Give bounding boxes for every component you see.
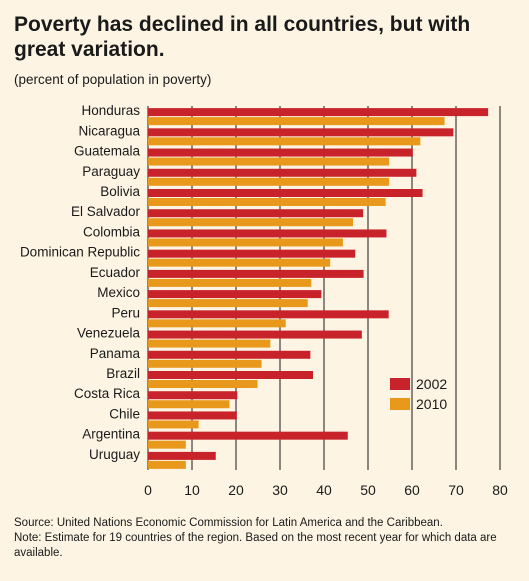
category-label: Paraguay xyxy=(82,164,140,179)
estimate-note: Note: Estimate for 19 countries of the r… xyxy=(14,532,497,559)
category-label: Bolivia xyxy=(100,184,140,199)
chart-subtitle: (percent of population in poverty) xyxy=(14,72,212,87)
bar-2010 xyxy=(148,278,312,287)
category-labels: Honduras Nicaragua Guatemala Paraguay Bolivi… xyxy=(20,103,141,462)
bars xyxy=(148,108,489,469)
bar-2010 xyxy=(148,177,390,186)
bar-2010 xyxy=(148,460,186,469)
bar-2002 xyxy=(148,431,348,440)
x-tick-label: 30 xyxy=(272,482,288,498)
bar-2010 xyxy=(148,258,331,267)
bar-2010 xyxy=(148,117,445,126)
bar-chart: Honduras Nicaragua Guatemala Paraguay Bolivi… xyxy=(20,103,508,498)
x-tick-label: 50 xyxy=(360,482,376,498)
bar-2002 xyxy=(148,290,322,299)
bar-2002 xyxy=(148,310,389,319)
bar-2010 xyxy=(148,238,343,247)
category-label: Dominican Republic xyxy=(20,245,140,260)
bar-2002 xyxy=(148,168,417,177)
bar-2002 xyxy=(148,371,313,379)
bar-2010 xyxy=(148,400,230,409)
x-tick-label: 20 xyxy=(228,482,244,498)
bar-2010 xyxy=(148,440,186,449)
x-tick-label: 60 xyxy=(404,482,420,498)
bar-2010 xyxy=(148,299,308,308)
category-label: Brazil xyxy=(106,366,140,381)
bar-2010 xyxy=(148,380,258,388)
chart-notes: Source: United Nations Economic Commissi… xyxy=(14,516,519,561)
bar-2010 xyxy=(148,157,390,166)
category-label: Mexico xyxy=(97,285,140,300)
bar-2002 xyxy=(148,391,238,400)
legend-swatch-2010 xyxy=(390,398,410,410)
bar-2002 xyxy=(148,108,489,117)
bar-2010 xyxy=(148,339,271,348)
bar-2010 xyxy=(148,218,354,227)
bar-2002 xyxy=(148,350,311,359)
x-tick-label: 80 xyxy=(492,482,508,498)
bar-2002 xyxy=(148,269,364,278)
x-tick-labels: 0 10 20 30 40 50 60 70 80 xyxy=(144,482,508,498)
category-label: Honduras xyxy=(81,103,140,118)
legend-label-2010: 2010 xyxy=(416,396,447,412)
bar-2010 xyxy=(148,198,386,206)
x-tick-label: 70 xyxy=(448,482,464,498)
gridlines xyxy=(147,106,501,470)
legend-swatch-2002 xyxy=(390,378,410,390)
category-label: El Salvador xyxy=(71,204,141,219)
bar-2002 xyxy=(148,209,364,218)
bar-2002 xyxy=(148,411,237,420)
x-tick-label: 10 xyxy=(184,482,200,498)
category-label: Argentina xyxy=(82,427,140,442)
bar-2010 xyxy=(148,359,262,368)
category-label: Chile xyxy=(109,406,140,421)
category-label: Nicaragua xyxy=(78,123,140,138)
source-note: Source: United Nations Economic Commissi… xyxy=(14,517,443,529)
bar-2002 xyxy=(148,451,216,460)
bar-2010 xyxy=(148,319,286,328)
category-label: Uruguay xyxy=(89,447,140,462)
category-label: Venezuela xyxy=(77,326,141,341)
x-tick-label: 0 xyxy=(144,482,152,498)
x-tick-label: 40 xyxy=(316,482,332,498)
bar-2002 xyxy=(148,128,454,137)
legend-label-2002: 2002 xyxy=(416,376,447,392)
category-label: Peru xyxy=(111,305,140,320)
bar-2002 xyxy=(148,249,356,258)
category-label: Panama xyxy=(90,346,141,361)
bar-2002 xyxy=(148,148,413,157)
bar-2002 xyxy=(148,330,362,339)
chart-title: Poverty has declined in all countries, b… xyxy=(14,13,471,61)
bar-2002 xyxy=(148,229,387,238)
category-label: Colombia xyxy=(83,224,141,239)
category-label: Guatemala xyxy=(74,144,141,159)
bar-2002 xyxy=(148,189,423,197)
bar-2010 xyxy=(148,137,421,146)
legend: 2002 2010 xyxy=(390,376,447,412)
category-label: Costa Rica xyxy=(74,386,141,401)
category-label: Ecuador xyxy=(90,265,141,280)
bar-2010 xyxy=(148,420,199,429)
